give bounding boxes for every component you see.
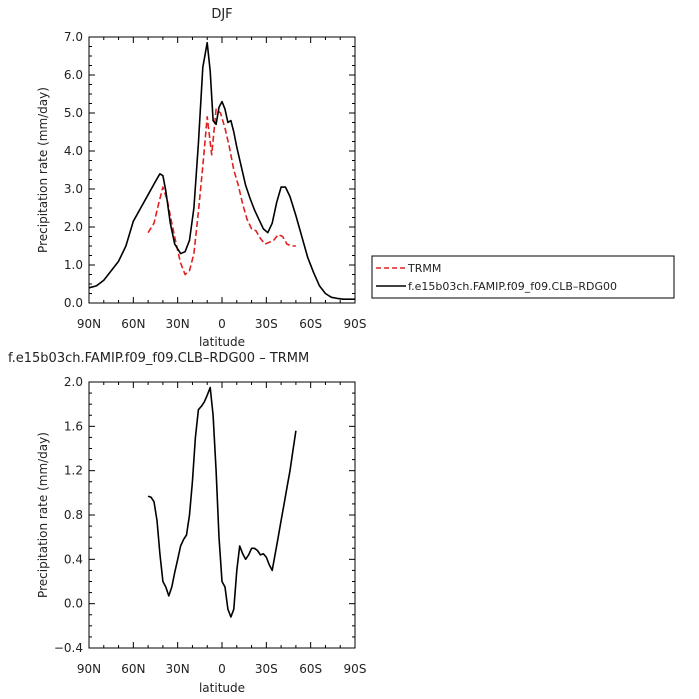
y-axis-label: Precipitation rate (mm/day) bbox=[36, 87, 50, 253]
y-tick-label: 7.0 bbox=[64, 30, 83, 44]
series-line-1 bbox=[147, 386, 297, 618]
y-tick-label: 6.0 bbox=[64, 68, 83, 82]
legend: TRMM f.e15b03ch.FAMIP.f09_f09.CLB–RDG00 bbox=[371, 255, 675, 299]
x-tick-label: 30S bbox=[255, 662, 278, 676]
y-tick-label: 0.4 bbox=[64, 552, 83, 566]
y-tick-label: 2.0 bbox=[64, 375, 83, 389]
y-tick-label: 1.0 bbox=[64, 258, 83, 272]
x-tick-label: 0 bbox=[218, 662, 226, 676]
x-tick-label: 60N bbox=[121, 317, 145, 331]
x-axis-label: latitude bbox=[199, 335, 245, 349]
x-tick-label: 90N bbox=[77, 662, 101, 676]
chart-title: DJF bbox=[211, 7, 232, 22]
y-tick-label: 2.0 bbox=[64, 220, 83, 234]
x-tick-label: 90N bbox=[77, 317, 101, 331]
y-tick-label: 0.0 bbox=[64, 296, 83, 310]
series-line-2 bbox=[88, 41, 355, 301]
chart-title: f.e15b03ch.FAMIP.f09_f09.CLB–RDG00 – TRM… bbox=[8, 351, 309, 366]
plot-frame bbox=[88, 36, 356, 304]
y-tick-label: 1.2 bbox=[64, 464, 83, 478]
x-axis-label: latitude bbox=[199, 681, 245, 695]
y-tick-label: 3.0 bbox=[64, 182, 83, 196]
x-tick-label: 30S bbox=[255, 317, 278, 331]
y-tick-label: 0.8 bbox=[64, 508, 83, 522]
y-tick-label: 0.0 bbox=[64, 597, 83, 611]
legend-entry-label: f.e15b03ch.FAMIP.f09_f09.CLB–RDG00 bbox=[408, 280, 617, 293]
x-tick-label: 0 bbox=[218, 317, 226, 331]
y-axis-label: Precipitation rate (mm/day) bbox=[36, 432, 50, 598]
x-tick-label: 60N bbox=[121, 662, 145, 676]
y-tick-label: 5.0 bbox=[64, 106, 83, 120]
x-tick-label: 90S bbox=[344, 317, 367, 331]
y-tick-label: 1.6 bbox=[64, 419, 83, 433]
y-tick-label: −0.4 bbox=[54, 641, 83, 655]
series-line-1 bbox=[147, 108, 296, 276]
x-tick-label: 60S bbox=[299, 662, 322, 676]
x-tick-label: 90S bbox=[344, 662, 367, 676]
legend-box bbox=[371, 255, 675, 299]
chart-panel-1: DJF 90N 60N 30N 0 30S 60S 90S 0.0 1.0 2.0 3.0 4.0 5.0… bbox=[36, 7, 675, 349]
plot-frame bbox=[88, 381, 356, 649]
x-tick-label: 30N bbox=[166, 662, 190, 676]
y-tick-label: 4.0 bbox=[64, 144, 83, 158]
chart-panel-2: f.e15b03ch.FAMIP.f09_f09.CLB–RDG00 – TRM… bbox=[8, 351, 366, 695]
x-tick-label: 60S bbox=[299, 317, 322, 331]
legend-entry-label: TRMM bbox=[407, 262, 441, 275]
x-tick-label: 30N bbox=[166, 317, 190, 331]
